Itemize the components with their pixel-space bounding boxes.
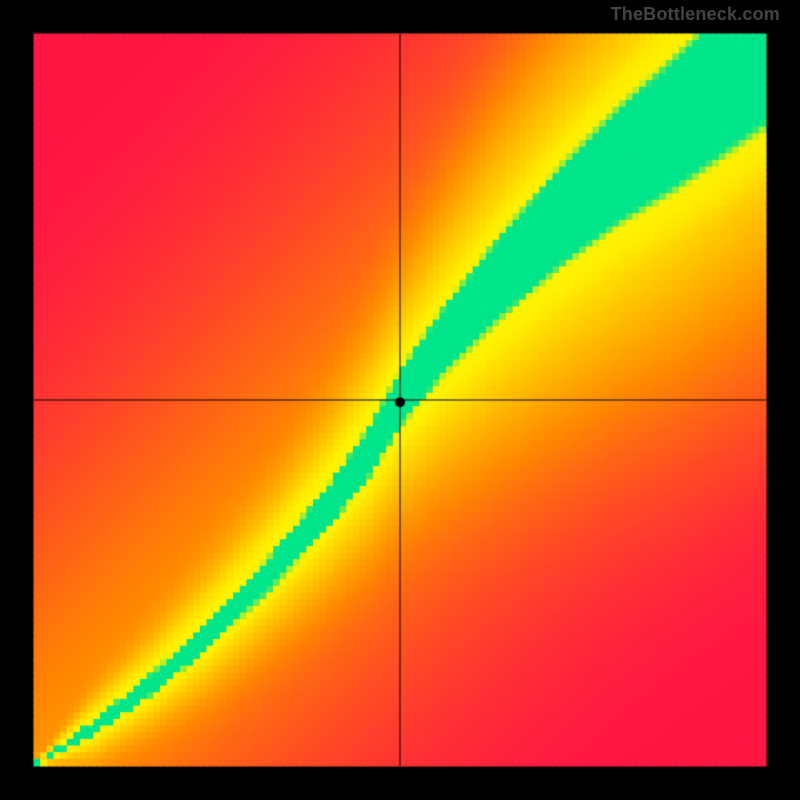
watermark-text: TheBottleneck.com [611, 4, 780, 25]
heatmap-canvas [0, 0, 800, 800]
stage: TheBottleneck.com [0, 0, 800, 800]
